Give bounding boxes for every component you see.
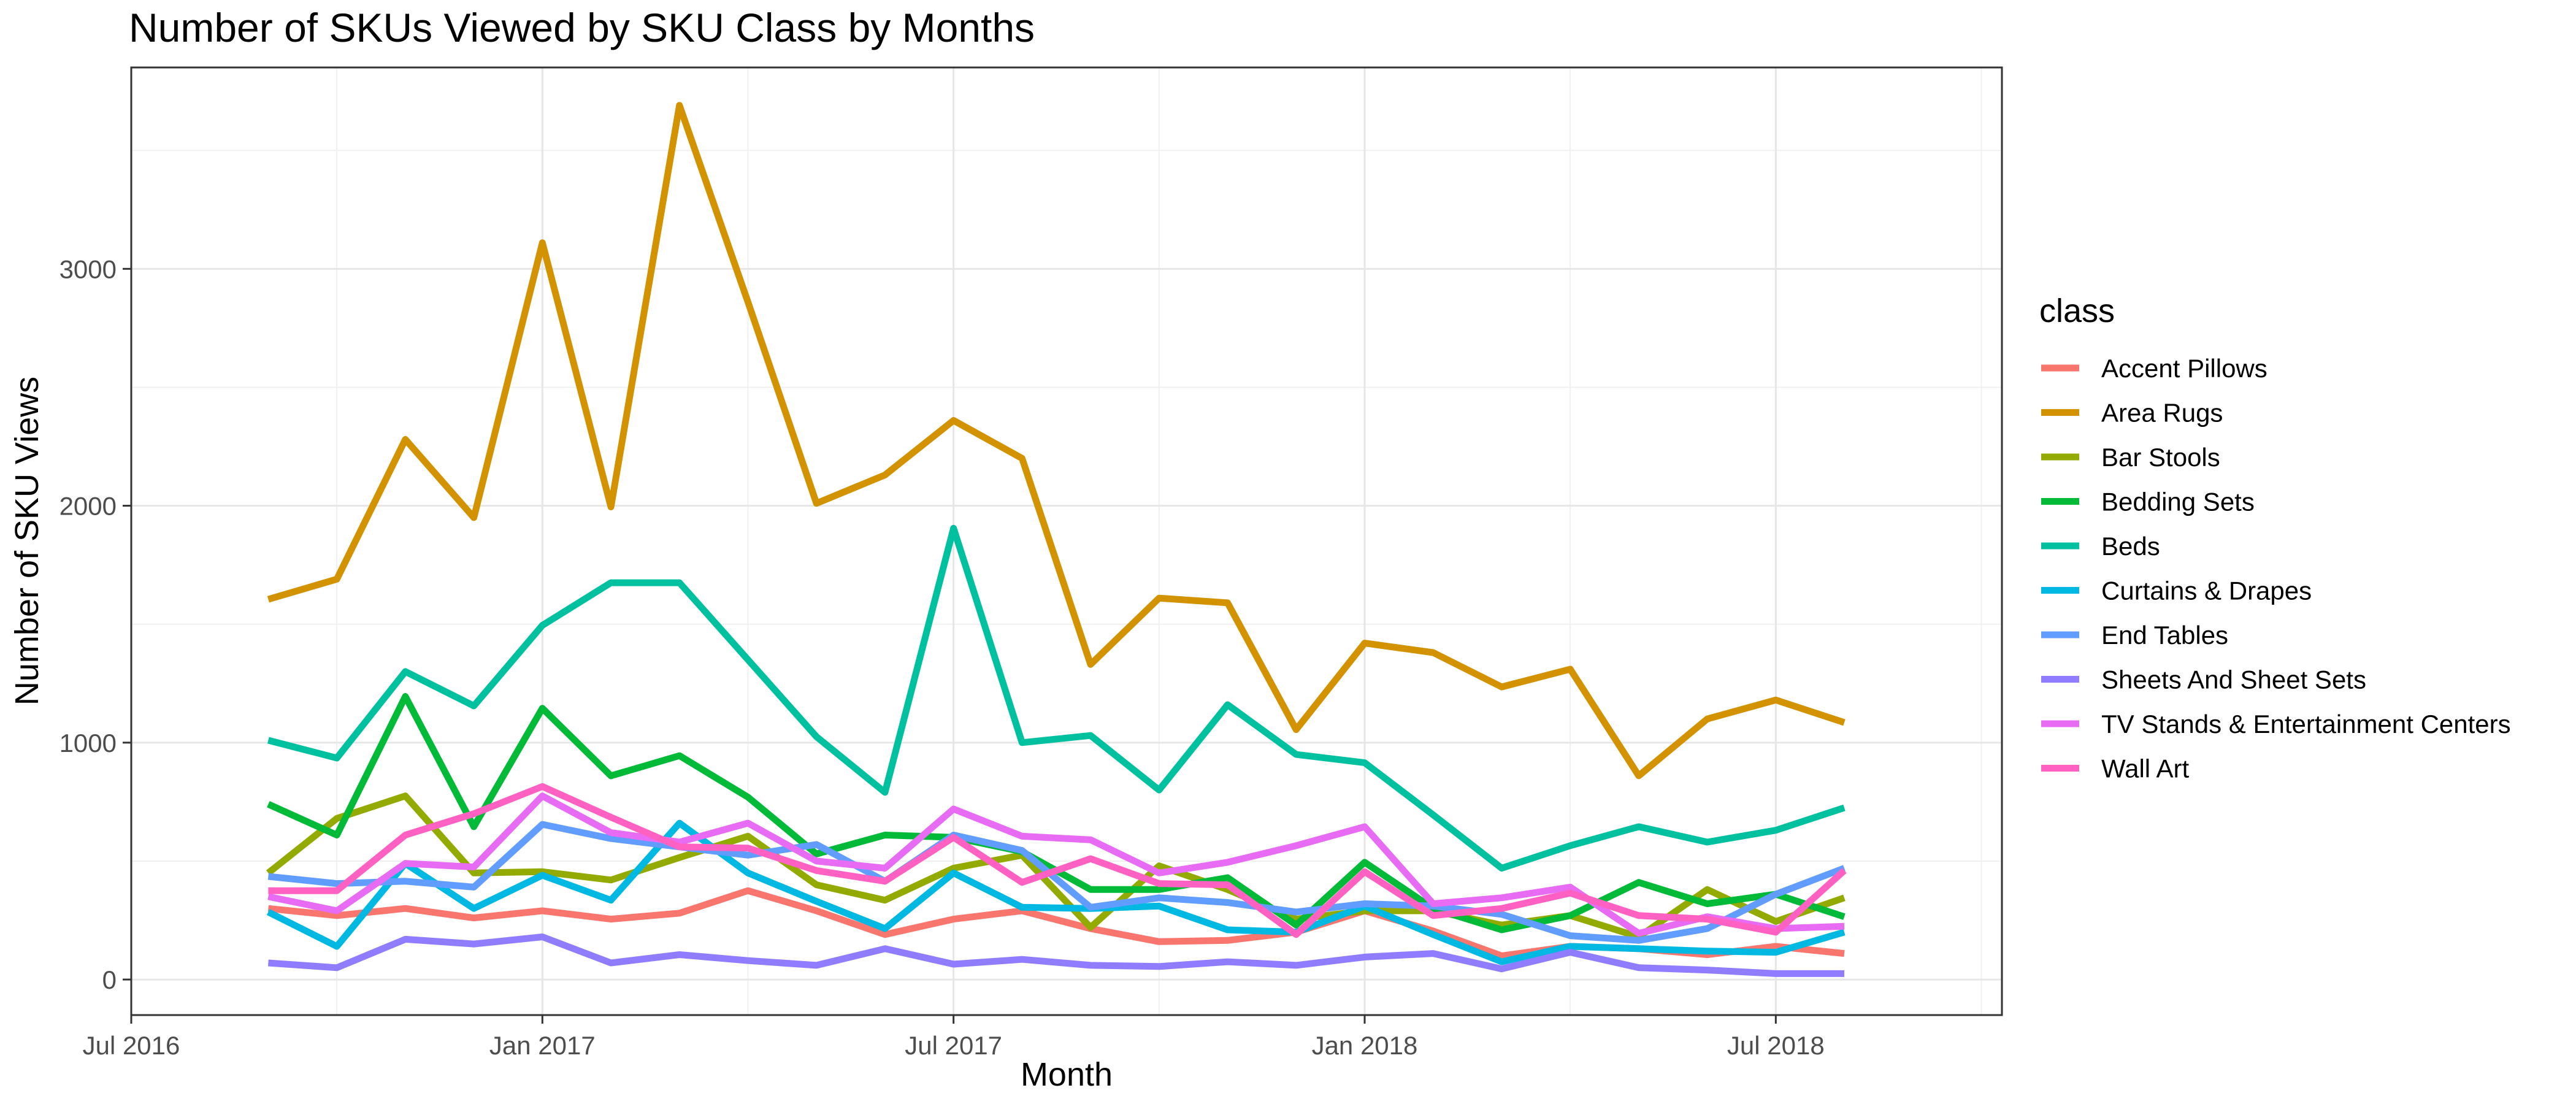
- chart-title: Number of SKUs Viewed by SKU Class by Mo…: [129, 5, 1035, 50]
- x-tick-label: Jul 2018: [1727, 1031, 1825, 1060]
- series-line: [268, 933, 1844, 977]
- legend-label: TV Stands & Entertainment Centers: [2101, 710, 2511, 738]
- series-line: [267, 102, 1846, 780]
- legend-label: Beds: [2101, 532, 2160, 561]
- y-axis-title: Number of SKU Views: [9, 377, 45, 705]
- legend-label: Bedding Sets: [2101, 488, 2255, 516]
- legend-item: Area Rugs: [2041, 399, 2223, 427]
- legend-title: class: [2039, 293, 2115, 329]
- legend-item: TV Stands & Entertainment Centers: [2041, 710, 2511, 738]
- legend-item: Wall Art: [2041, 754, 2189, 783]
- legend-label: Accent Pillows: [2101, 354, 2267, 383]
- series-line: [266, 819, 1846, 965]
- plot-panel-border: [130, 66, 2003, 1016]
- grid-minor: [131, 67, 2002, 1015]
- y-axis: 0 1000 2000 3000: [59, 255, 131, 994]
- legend-item: Bedding Sets: [2041, 488, 2255, 516]
- legend-item: Beds: [2041, 532, 2160, 561]
- legend-item: End Tables: [2041, 621, 2228, 650]
- legend-item: Curtains & Drapes: [2041, 577, 2312, 605]
- series-line: [267, 821, 1846, 944]
- legend-item: Bar Stools: [2041, 443, 2220, 472]
- legend-label: Wall Art: [2101, 754, 2189, 783]
- x-tick-label: Jan 2018: [1312, 1031, 1418, 1060]
- series-line: [267, 524, 1846, 872]
- y-tick-label: 2000: [59, 492, 117, 521]
- legend-items: Accent Pillows Area Rugs Bar Stools Bedding…: [2041, 354, 2511, 783]
- y-tick-label: 1000: [59, 729, 117, 757]
- plot-panel-background: [131, 67, 2002, 1015]
- legend-item: Accent Pillows: [2041, 354, 2267, 383]
- legend-label: Sheets And Sheet Sets: [2101, 665, 2366, 694]
- legend-label: Curtains & Drapes: [2101, 577, 2312, 605]
- legend-label: Bar Stools: [2101, 443, 2220, 472]
- legend-label: End Tables: [2101, 621, 2228, 650]
- x-axis: Jul 2016 Jan 2017 Jul 2017 Jan 2018 Jul 2018: [83, 1015, 1825, 1060]
- plot-panel: [130, 66, 2003, 1016]
- legend-label: Area Rugs: [2101, 399, 2223, 427]
- x-tick-label: Jul 2016: [83, 1031, 180, 1060]
- legend: class Accent Pillows Area Rugs Bar Stools B…: [2039, 293, 2511, 783]
- x-tick-label: Jan 2017: [489, 1031, 596, 1060]
- x-tick-label: Jul 2017: [905, 1031, 1002, 1060]
- series-lines: [266, 102, 1847, 977]
- x-axis-title: Month: [1021, 1056, 1113, 1093]
- y-tick-label: 0: [102, 965, 117, 994]
- series-line: [268, 783, 1847, 938]
- legend-item: Sheets And Sheet Sets: [2041, 665, 2366, 694]
- series-line: [266, 792, 1846, 940]
- y-tick-label: 3000: [59, 255, 117, 283]
